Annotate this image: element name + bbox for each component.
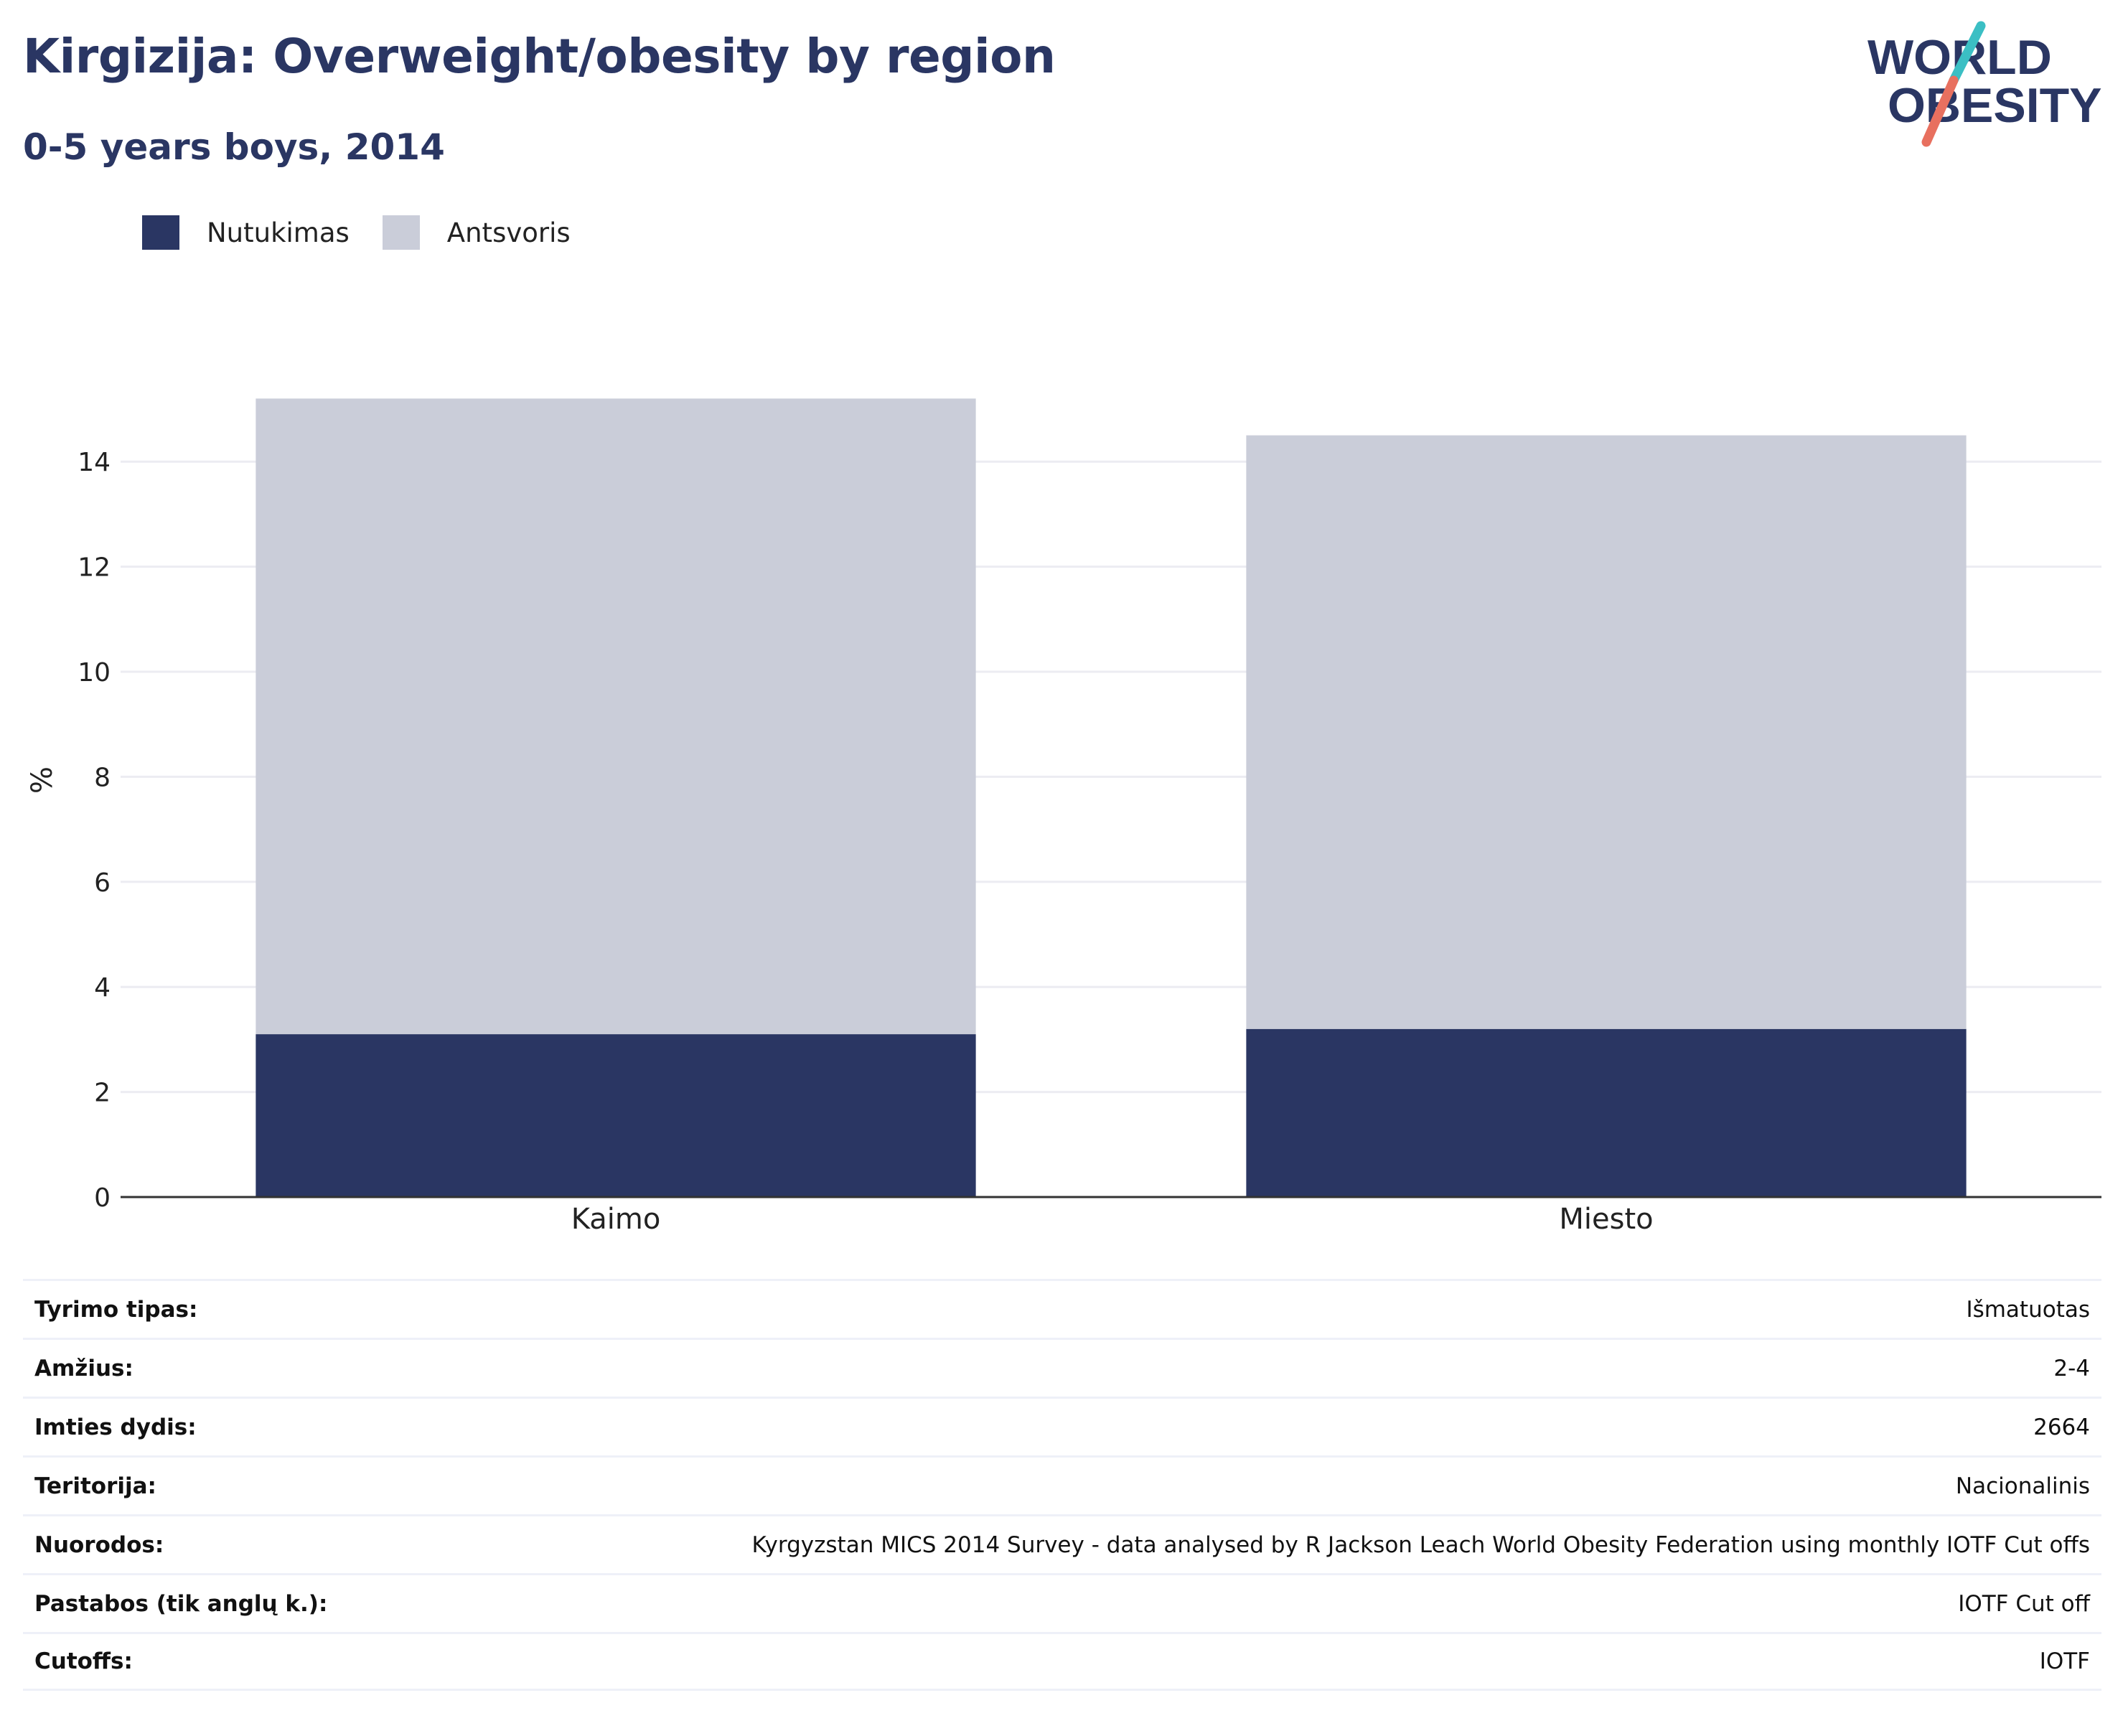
info-label: Amžius: [34, 1355, 133, 1381]
survey-info-table: Tyrimo tipas: Išmatuotas Amžius: 2-4 Imties … [23, 1279, 2101, 1691]
chart-subtitle: 0-5 years boys, 2014 [23, 126, 445, 168]
logo-text-obesity: OBESITY [1888, 78, 2102, 133]
x-tick-label: Miesto [1559, 1203, 1653, 1236]
x-tick-label: Kaimo [571, 1203, 661, 1236]
info-row: Tyrimo tipas: Išmatuotas [23, 1279, 2101, 1338]
y-tick-label: 14 [78, 448, 111, 477]
info-label: Imties dydis: [34, 1414, 197, 1440]
info-value: 2-4 [2053, 1355, 2090, 1381]
y-tick-label: 8 [94, 763, 111, 792]
legend-label-obesity: Nutukimas [207, 217, 350, 248]
chart-legend: Nutukimas Antsvoris [142, 212, 604, 253]
y-tick-label: 4 [94, 973, 111, 1003]
bar-segment-obesity [256, 1034, 976, 1197]
info-label: Cutoffs: [34, 1648, 133, 1674]
info-row: Cutoffs: IOTF [23, 1632, 2101, 1691]
legend-item-obesity[interactable]: Nutukimas [142, 215, 350, 250]
info-value: Išmatuotas [1966, 1296, 2090, 1323]
info-row: Pastabos (tik anglų k.): IOTF Cut off [23, 1573, 2101, 1632]
y-tick-label: 6 [94, 868, 111, 898]
legend-label-overweight: Antsvoris [446, 217, 571, 248]
logo-slash-bottom-icon [1921, 75, 1959, 147]
info-label: Teritorija: [34, 1473, 156, 1499]
legend-swatch-obesity [142, 215, 179, 250]
y-tick-label: 0 [94, 1183, 111, 1213]
info-value: 2664 [2033, 1414, 2090, 1440]
world-obesity-logo: WORLD OBESITY [1867, 21, 2102, 147]
legend-item-overweight[interactable]: Antsvoris [382, 215, 571, 250]
info-label: Nuorodos: [34, 1531, 164, 1558]
logo-slash-top-icon [1949, 21, 1986, 85]
chart-title: Kirgizija: Overweight/obesity by region [23, 29, 1056, 84]
stacked-bar-chart: 0 2 4 6 8 10 12 14% Kaimo Miesto [26, 398, 2101, 1236]
y-tick-label: 12 [78, 553, 111, 583]
info-label: Tyrimo tipas: [34, 1296, 198, 1323]
info-row: Imties dydis: 2664 [23, 1397, 2101, 1455]
info-row: Teritorija: Nacionalinis [23, 1455, 2101, 1514]
info-label: Pastabos (tik anglų k.): [34, 1590, 328, 1617]
bar-segment-overweight [1246, 435, 1967, 1029]
y-tick-label: 2 [94, 1079, 111, 1108]
legend-swatch-overweight [382, 215, 420, 250]
info-value: IOTF [2039, 1648, 2090, 1674]
bar-segment-obesity [1246, 1028, 1967, 1197]
y-axis-label: % [26, 766, 59, 794]
info-row: Nuorodos: Kyrgyzstan MICS 2014 Survey - d… [23, 1514, 2101, 1573]
info-value: IOTF Cut off [1958, 1590, 2090, 1617]
info-value: Kyrgyzstan MICS 2014 Survey - data analy… [751, 1531, 2090, 1558]
y-tick-label: 10 [78, 658, 111, 688]
info-value: Nacionalinis [1955, 1473, 2090, 1499]
info-row: Amžius: 2-4 [23, 1338, 2101, 1397]
bar-segment-overweight [256, 398, 976, 1035]
